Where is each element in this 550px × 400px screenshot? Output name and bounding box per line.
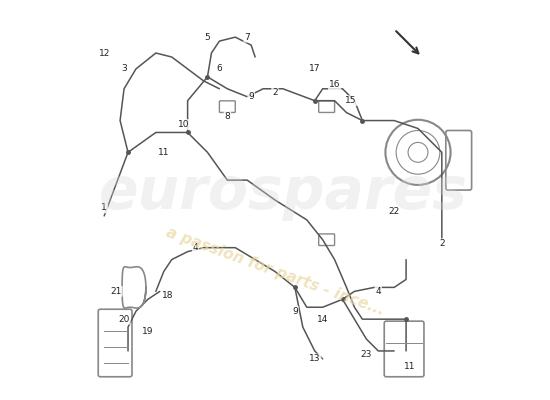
Text: 11: 11	[404, 362, 416, 371]
Text: 3: 3	[121, 64, 127, 74]
Text: 5: 5	[205, 33, 210, 42]
Text: 14: 14	[317, 315, 328, 324]
Text: 15: 15	[345, 96, 356, 105]
Text: a passion for parts - ince...: a passion for parts - ince...	[164, 225, 386, 318]
Text: 16: 16	[329, 80, 340, 89]
Text: 2: 2	[272, 88, 278, 97]
Text: 21: 21	[111, 287, 122, 296]
Text: 17: 17	[309, 64, 321, 74]
Text: 18: 18	[162, 291, 173, 300]
Text: 7: 7	[244, 33, 250, 42]
Text: 4: 4	[192, 243, 199, 252]
Text: eurospares: eurospares	[98, 164, 468, 220]
Text: 9: 9	[292, 307, 298, 316]
Text: 4: 4	[376, 287, 381, 296]
Text: 22: 22	[388, 208, 400, 216]
Text: 13: 13	[309, 354, 321, 363]
Text: 8: 8	[224, 112, 230, 121]
Text: 23: 23	[361, 350, 372, 360]
Text: 9: 9	[248, 92, 254, 101]
Text: 6: 6	[217, 64, 222, 74]
Text: 19: 19	[142, 326, 153, 336]
Text: 12: 12	[98, 48, 110, 58]
Text: 1: 1	[101, 204, 107, 212]
Text: 2: 2	[439, 239, 444, 248]
Text: 20: 20	[118, 315, 130, 324]
Text: 10: 10	[178, 120, 189, 129]
Text: 11: 11	[158, 148, 169, 157]
